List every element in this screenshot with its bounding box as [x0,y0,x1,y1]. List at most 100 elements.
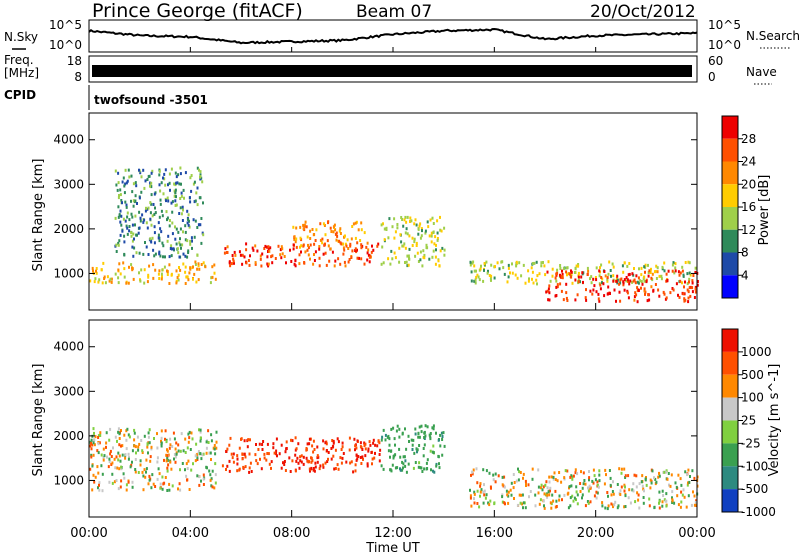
power-point [343,260,346,264]
velocity-point [226,464,229,468]
velocity-point [273,451,276,455]
power-point [182,208,184,212]
velocity-point [574,471,577,475]
x-tick-label-5: 20:00 [577,526,614,541]
velocity-point [606,507,609,511]
power-point [325,263,328,267]
velocity-point [248,470,251,474]
power-point [300,244,303,248]
power-point [623,278,626,282]
velocity-point [601,504,604,508]
velocity-point [355,453,358,457]
velocity-point [147,431,150,435]
power-point [609,292,611,295]
power-point [318,247,321,251]
velocity-point [187,432,190,436]
power-point [285,261,287,265]
power-point [363,262,366,266]
velocity-point [569,475,572,479]
velocity-point [545,480,548,484]
velocity-point [641,484,644,488]
power-point [153,231,156,235]
power-point [130,263,133,267]
velocity-point [186,446,189,450]
power-point [163,177,166,181]
velocity-point [423,431,426,435]
power-point [351,225,354,228]
power-point [294,258,297,262]
velocity-point [439,444,442,448]
velocity-point [669,484,672,488]
power-point [259,257,262,261]
velocity-point [232,460,235,464]
velocity-point [299,459,302,463]
power-point [600,276,603,279]
velocity-point [575,498,577,502]
power-point [566,299,569,302]
velocity-point [402,462,405,466]
velocity-point [348,448,351,452]
power-point [356,241,359,245]
velocity-point [161,475,164,479]
velocity-point [505,489,508,493]
power-point [319,238,322,242]
velocity-point [106,455,108,459]
power-point [187,278,190,282]
velocity-point [208,451,211,455]
power-point [233,250,236,254]
power-point [411,244,414,247]
power-point [435,248,437,252]
power-point [334,259,337,263]
velocity-point [145,458,148,462]
velocity-point [629,501,632,505]
power-point [393,217,396,221]
velocity-point [306,459,309,463]
velocity-point [91,443,94,447]
velocity-point [209,478,212,482]
power-point [151,236,154,240]
power-point [515,264,518,268]
power-point [174,191,177,195]
velocity-point [263,452,266,456]
freq-right-tick-bottom: 0 [708,70,716,84]
velocity-point [258,442,261,446]
power-point [548,298,551,302]
velocity-point [595,490,598,494]
velocity-point [476,502,479,505]
velocity-point [363,441,366,445]
velocity-point [550,475,553,479]
power-point [200,217,203,220]
velocity-point [215,440,218,444]
power-point [363,231,366,235]
power-point [199,170,202,174]
velocity-point [404,464,407,468]
power-point [327,244,330,248]
velocity-point [410,438,413,442]
power-point [97,280,100,284]
power-point [694,266,697,270]
power-point [663,292,666,296]
velocity-point [357,455,360,458]
velocity-point [558,498,561,502]
velocity-point [641,474,644,478]
power-point [560,274,563,278]
power-point [642,277,645,281]
velocity-point [159,486,162,490]
power-point [654,283,657,286]
velocity-ylabel: Slant Range [km] [31,364,46,477]
velocity-point [391,463,394,467]
power-point [687,260,690,264]
velocity-point [662,494,665,497]
power-point [380,262,383,266]
power-point [671,269,674,273]
power-point [566,273,568,277]
power-point [175,281,178,285]
velocity-point [631,488,634,492]
power-point [647,271,650,274]
power-point [142,168,145,172]
velocity-point [417,435,420,439]
power-point [289,248,291,252]
power-point [590,275,593,279]
velocity-point [214,481,217,485]
velocity-point [116,439,118,443]
